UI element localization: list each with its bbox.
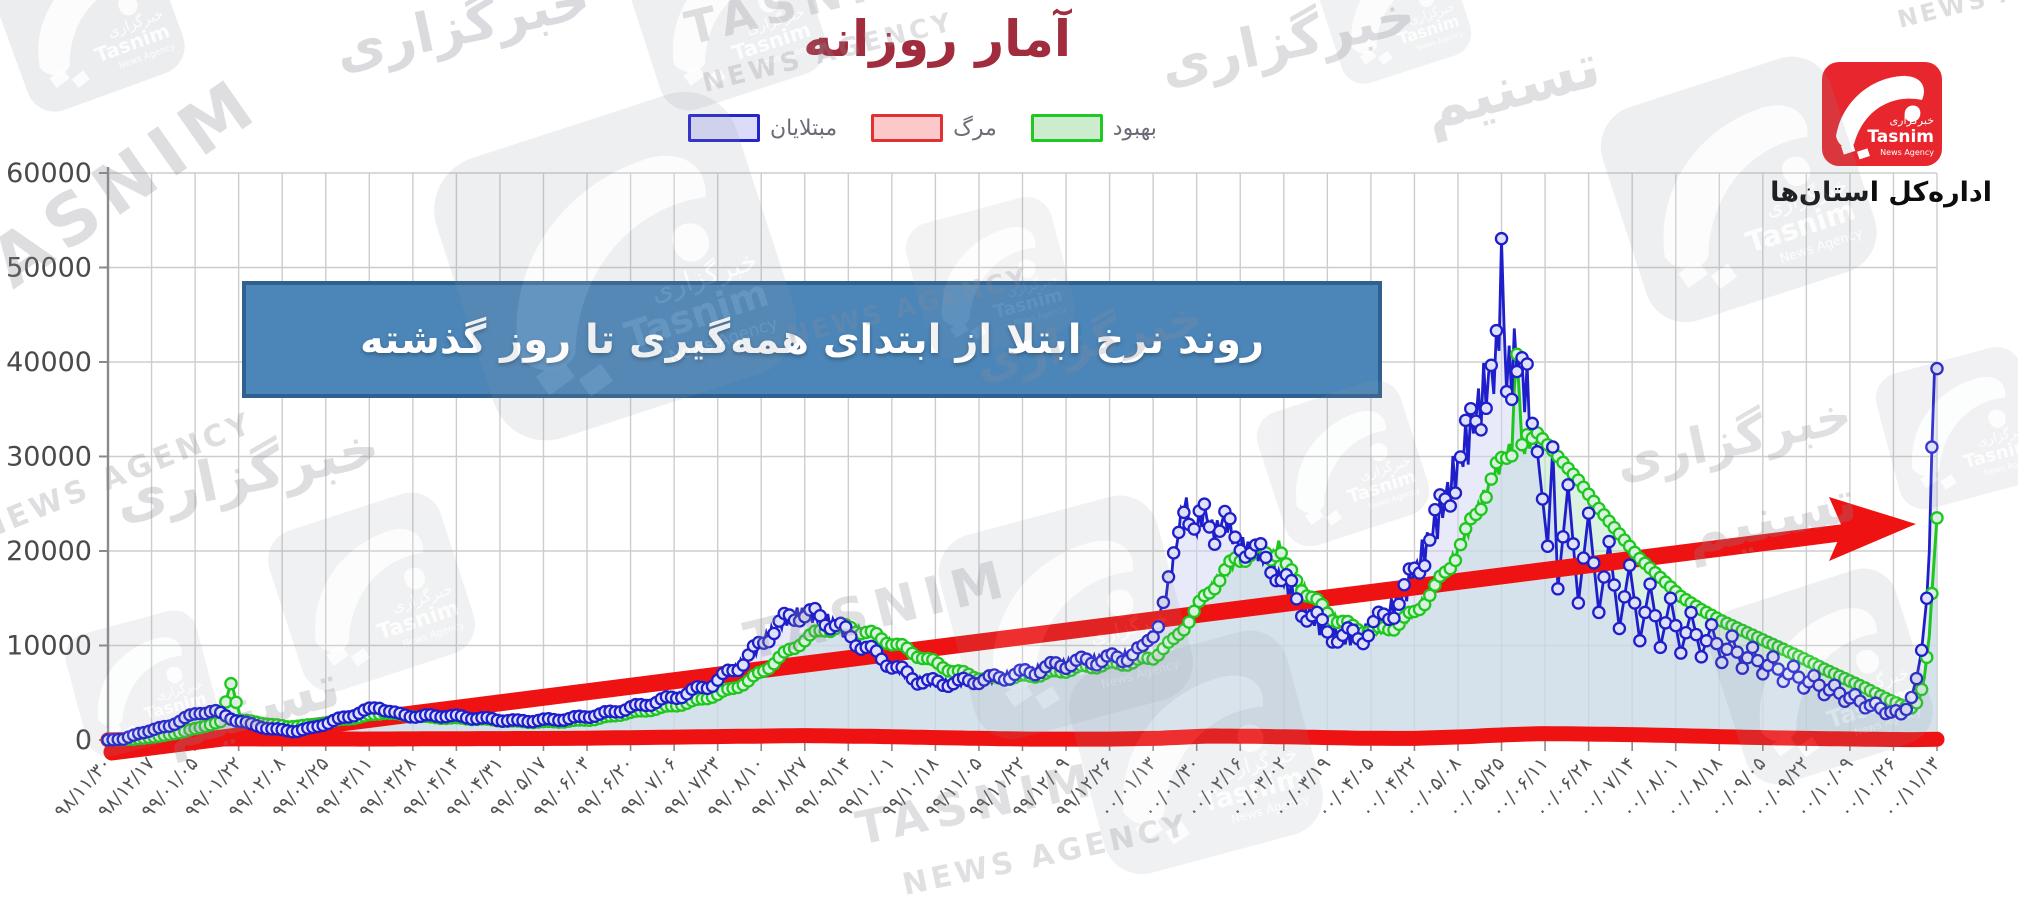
logo-text-en: Tasnim: [1867, 127, 1934, 147]
legend-label-death: مرگ: [953, 115, 997, 141]
death-swatch: [871, 114, 944, 142]
logo-text-fa: خبرگزاری: [1890, 114, 1934, 127]
legend-item-death: مرگ: [871, 114, 997, 142]
logo-subtext-en: News Agency: [1880, 148, 1934, 157]
tasnim-logo-icon: خبرگزاری Tasnim News Agency: [1822, 62, 1942, 166]
legend-label-infected: مبتلایان: [770, 115, 838, 141]
series-deaths: [100, 726, 1945, 748]
legend-label-recovered: بهبود: [1112, 115, 1157, 141]
y-tick-label: 0: [75, 725, 92, 756]
recovered-swatch: [1030, 114, 1103, 142]
y-tick-label: 40000: [6, 347, 92, 378]
chart-legend: مبتلایان مرگ بهبود: [688, 114, 1157, 142]
series-areas: [108, 238, 1937, 740]
legend-item-recovered: بهبود: [1030, 114, 1157, 142]
y-tick-label: 20000: [6, 536, 92, 567]
page-title: آمار روزانه: [803, 10, 1071, 68]
y-tick-label: 30000: [6, 442, 92, 473]
y-tick-label: 60000: [6, 158, 92, 189]
org-label: اداره‌کل استان‌ها: [1770, 177, 1992, 208]
annotation-banner-text: روند نرخ ابتلا از ابتدای همه‌گیری تا روز…: [359, 316, 1265, 363]
y-tick-label: 10000: [6, 631, 92, 662]
annotation-banner: روند نرخ ابتلا از ابتدای همه‌گیری تا روز…: [242, 281, 1382, 398]
legend-item-infected: مبتلایان: [688, 114, 837, 142]
y-tick-label: 50000: [6, 253, 92, 284]
infected-swatch: [688, 114, 760, 142]
